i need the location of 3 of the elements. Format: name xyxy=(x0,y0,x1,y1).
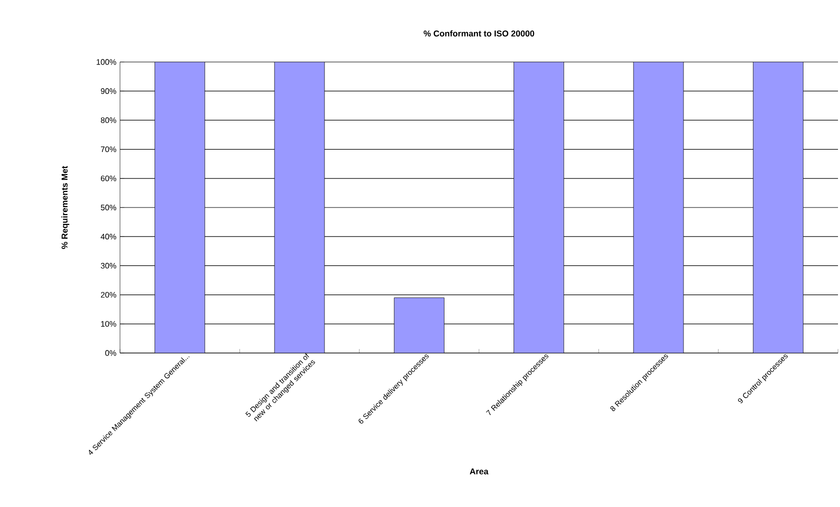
x-axis-title: Area xyxy=(470,468,488,474)
chart-title: % Conformant to ISO 20000 xyxy=(424,30,534,36)
y-axis-title: % Requirements Met xyxy=(61,166,70,249)
